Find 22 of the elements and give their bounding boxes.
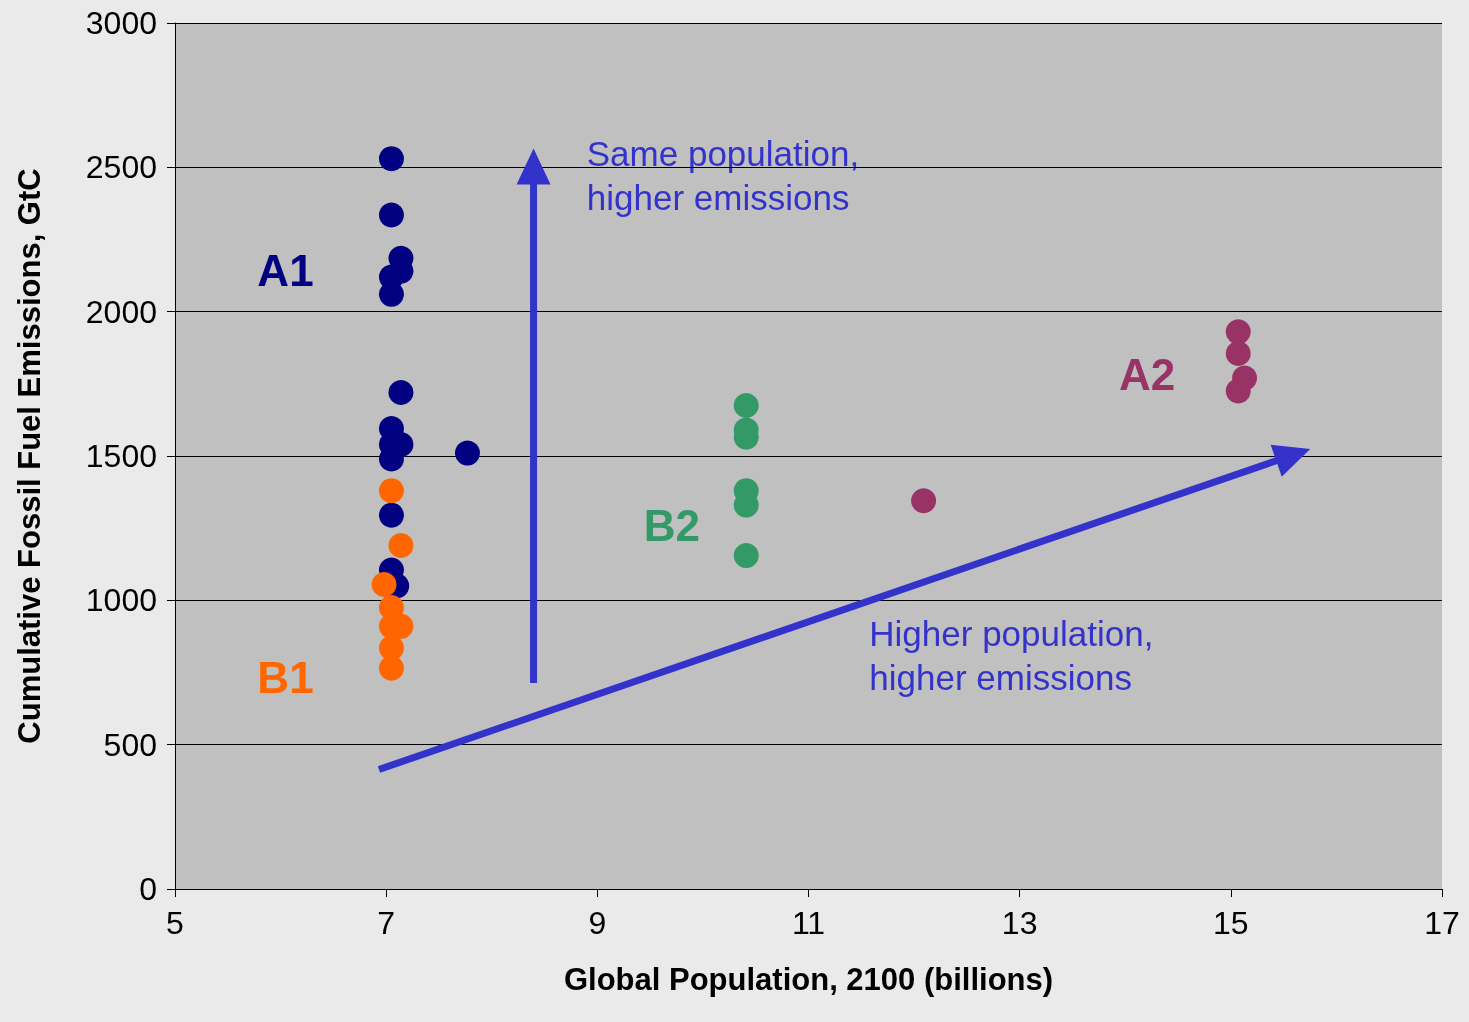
x-tick-label: 7 (377, 905, 396, 941)
series-label: B1 (257, 652, 314, 702)
y-tick-label: 2500 (85, 149, 157, 186)
y-tick-label: 2000 (85, 293, 157, 330)
y-tick-label: 1500 (85, 438, 157, 474)
y-tick-label: 500 (103, 726, 157, 763)
x-tick-label: 5 (166, 905, 184, 941)
x-tick-label: 11 (791, 905, 826, 941)
series-label: B2 (643, 501, 701, 551)
x-tick-label: 17 (1424, 905, 1460, 941)
y-tick-label: 1000 (85, 582, 157, 619)
x-tick-label: 9 (588, 905, 607, 941)
annotation: Higher population, higher emissions (869, 614, 1154, 698)
annotation: Same population, higher emissions (586, 133, 860, 217)
series-label: A1 (257, 245, 314, 295)
y-tick-label: 3000 (85, 5, 157, 41)
series-label: A2 (1118, 349, 1176, 399)
x-tick-label: 15 (1213, 905, 1249, 941)
y-tick-label: 0 (139, 871, 157, 907)
y-axis-title: Cumulative Fossil Fuel Emissions, GtC (12, 168, 47, 744)
x-axis-title: Global Population, 2100 (billions) (563, 962, 1054, 997)
x-tick-label: 13 (1001, 905, 1038, 941)
